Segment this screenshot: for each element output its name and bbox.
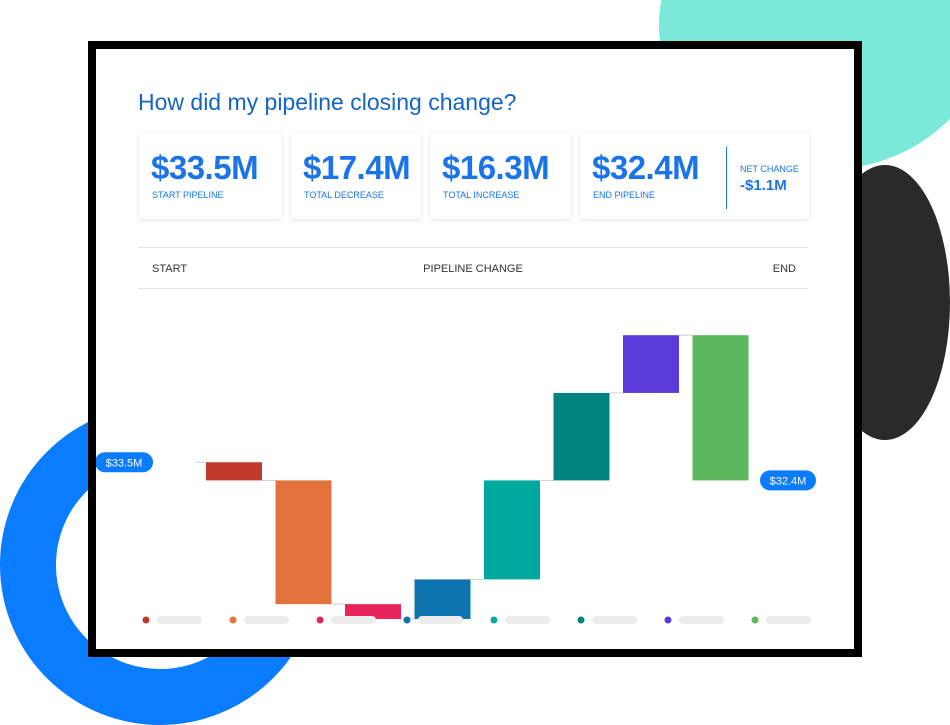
legend-placeholder (505, 616, 550, 624)
legend-marker (577, 616, 585, 624)
kpi-total-decrease: $17.4M TOTAL DECREASE (291, 133, 421, 219)
waterfall-bar (206, 462, 262, 481)
start-value-label-bg (96, 452, 153, 473)
kpi-value: $33.5M (151, 149, 259, 186)
legend-placeholder (592, 616, 637, 624)
header-end: END (772, 263, 796, 275)
legend-marker (403, 616, 411, 624)
legend-marker (229, 616, 237, 624)
legend-marker (490, 616, 498, 624)
kpi-label: TOTAL DECREASE (304, 190, 384, 200)
waterfall-bar (553, 392, 610, 481)
end-value-label: $32.4M (770, 475, 807, 487)
kpi-start-pipeline: $33.5M START PIPELINE (139, 133, 282, 219)
start-value-label: $33.5M (106, 457, 143, 469)
waterfall-chart: $33.5M $32.4M (96, 334, 816, 624)
kpi-label: TOTAL INCREASE (443, 190, 520, 200)
waterfall-bar (623, 335, 679, 393)
header-start: START (152, 263, 188, 275)
chart-header: PIPELINE CHANGE START END (138, 247, 808, 289)
legend-placeholder (331, 616, 376, 624)
legend-placeholder (766, 616, 811, 624)
page-title: How did my pipeline closing change? (138, 89, 517, 115)
waterfall-bar (484, 480, 540, 580)
kpi-total-increase: $16.3M TOTAL INCREASE (430, 133, 571, 219)
end-value-label-bg (760, 470, 816, 491)
kpi-value: $16.3M (442, 149, 550, 186)
net-change-value: -$1.1M (740, 177, 787, 194)
legend-marker (142, 616, 150, 624)
kpi-divider (726, 147, 727, 209)
legend-placeholder (679, 616, 724, 624)
legend-marker (664, 616, 672, 624)
legend-placeholder (418, 616, 463, 624)
kpi-value: $17.4M (303, 149, 411, 186)
legend-placeholder (244, 616, 289, 624)
legend-marker (316, 616, 324, 624)
kpi-end-pipeline: $32.4M END PIPELINE NET CHANGE -$1.1M (580, 133, 809, 219)
header-pipeline-change: PIPELINE CHANGE (423, 263, 523, 275)
kpi-label: START PIPELINE (152, 190, 224, 200)
legend-placeholder (157, 616, 202, 624)
kpi-value: $32.4M (592, 149, 700, 186)
pipeline-card: How did my pipeline closing change? $33.… (88, 41, 862, 657)
net-change-label: NET CHANGE (740, 164, 799, 174)
kpi-label: END PIPELINE (593, 190, 656, 200)
waterfall-bar (414, 579, 471, 619)
end-bar (692, 335, 749, 481)
waterfall-bar (275, 480, 332, 605)
legend-marker (751, 616, 759, 624)
waterfall-bar (345, 604, 401, 619)
